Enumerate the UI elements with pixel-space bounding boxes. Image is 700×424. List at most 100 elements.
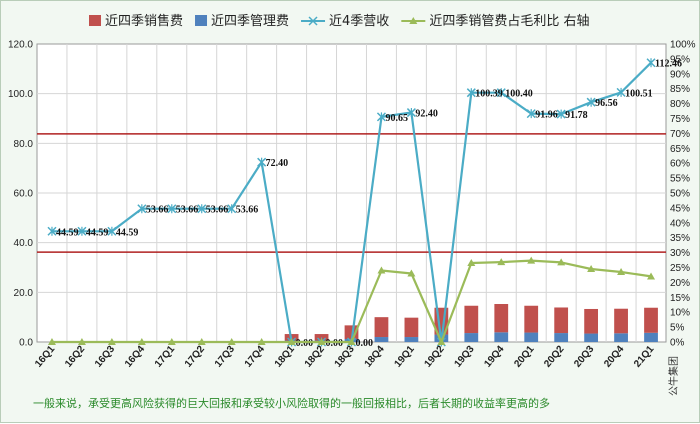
revenue-data-label: 44.59: [56, 227, 79, 238]
ratio-point: [77, 338, 86, 345]
revenue-data-label: 100.39: [475, 89, 503, 100]
revenue-data-label: 100.51: [625, 88, 653, 99]
y2-tick-label: 15%: [670, 293, 690, 304]
revenue-point: [646, 58, 656, 68]
ratio-point: [347, 338, 356, 345]
ratio-point: [197, 338, 206, 345]
ratio-point: [47, 338, 56, 345]
x-tick-label: 16Q3: [93, 344, 117, 370]
y-tick-label: 0.0: [19, 338, 33, 349]
x-tick-label: 19Q3: [452, 344, 476, 370]
ratio-point: [647, 272, 656, 280]
y2-tick-label: 100%: [670, 40, 696, 51]
y2-tick-label: 50%: [670, 189, 690, 200]
y2-tick-label: 55%: [670, 174, 690, 185]
revenue-point: [466, 88, 476, 98]
revenue-point: [47, 226, 57, 236]
x-tick-label: 20Q1: [512, 344, 536, 370]
revenue-point: [556, 109, 566, 119]
legend-item: 近四季管理费: [195, 14, 289, 29]
revenue-data-label: 91.78: [565, 110, 588, 121]
bar-admin-expense: [524, 332, 539, 342]
ratio-point: [227, 338, 236, 345]
y2-tick-label: 40%: [670, 218, 690, 229]
x-tick-label: 20Q4: [602, 344, 626, 370]
x-tick-label: 17Q1: [153, 344, 177, 370]
x-tick-label: 19Q2: [423, 344, 447, 370]
x-tick-label: 21Q1: [632, 344, 656, 370]
revenue-point: [526, 109, 536, 119]
ratio-point: [497, 258, 506, 266]
bar-sales-expense: [314, 334, 329, 341]
footnote: 一般来说，承受更高风险获得的巨大回报和承受较小风险取得的一般回报相比，后者长期的…: [33, 397, 550, 410]
ratio-point: [257, 338, 266, 345]
ratio-point: [617, 267, 626, 275]
x-tick-label: 17Q3: [213, 344, 237, 370]
revenue-point: [107, 226, 117, 236]
ratio-point: [467, 259, 476, 267]
legend-item: 近四季销售费: [89, 13, 183, 29]
bar-admin-expense: [404, 337, 419, 342]
bar-sales-expense: [404, 317, 419, 338]
ratio-point: [527, 256, 536, 264]
y2-tick-label: 5%: [670, 323, 685, 334]
x-tick-label: 17Q4: [243, 344, 267, 370]
revenue-data-label: 91.96: [535, 110, 558, 121]
revenue-data-label: 44.59: [116, 227, 139, 238]
watermark: 公牛集团: [667, 356, 680, 396]
revenue-point: [197, 204, 207, 214]
y2-tick-label: 45%: [670, 203, 690, 214]
bar-sales-expense: [584, 308, 599, 334]
revenue-point: [137, 204, 147, 214]
legend-label: 近4季营收: [329, 14, 389, 29]
y2-tick-label: 30%: [670, 248, 690, 259]
y-tick-label: 100.0: [8, 89, 33, 100]
x-tick-label: 19Q1: [393, 344, 417, 370]
bar-admin-expense: [464, 333, 479, 342]
legend-swatch: [89, 15, 101, 26]
y2-tick-label: 35%: [670, 233, 690, 244]
x-tick-label: 17Q2: [183, 344, 207, 370]
bar-sales-expense: [554, 307, 569, 334]
revenue-data-label: 90.65: [385, 113, 408, 124]
revenue-data-label: 53.66: [236, 205, 259, 216]
bar-admin-expense: [644, 332, 658, 342]
revenue-point: [496, 88, 506, 98]
revenue-data-label: 92.40: [415, 109, 438, 120]
bar-sales-expense: [614, 308, 628, 334]
bar-admin-expense: [554, 333, 569, 342]
x-tick-label: 20Q2: [542, 344, 566, 370]
y2-tick-label: 95%: [670, 54, 690, 65]
revenue-point: [167, 204, 177, 214]
ratio-point: [167, 338, 176, 345]
revenue-data-label: 72.40: [266, 158, 289, 169]
ratio-point: [407, 269, 416, 277]
x-tick-label: 16Q1: [33, 344, 57, 370]
legend-item: 近4季营收: [301, 14, 389, 29]
ratio-point: [317, 338, 326, 345]
legend-swatch: [195, 15, 208, 26]
bar-sales-expense: [374, 317, 389, 338]
ratio-point: [377, 266, 386, 274]
revenue-point: [77, 226, 87, 236]
y2-tick-label: 10%: [670, 308, 690, 319]
x-tick-label: 18Q1: [273, 344, 297, 370]
bar-admin-expense: [374, 337, 389, 342]
x-tick-label: 16Q2: [63, 344, 87, 370]
revenue-point: [586, 97, 596, 107]
x-tick-label: 16Q4: [123, 344, 147, 370]
revenue-data-label: 53.66: [176, 205, 199, 216]
revenue-point: [406, 108, 416, 118]
revenue-data-label: 0.00: [326, 338, 344, 349]
revenue-data-label: 53.66: [206, 205, 229, 216]
y2-tick-label: 75%: [670, 114, 690, 125]
ratio-point: [107, 338, 116, 345]
bar-sales-expense: [494, 304, 509, 333]
y2-tick-label: 25%: [670, 263, 690, 274]
revenue-data-label: 0.00: [296, 338, 314, 349]
bar-sales-expense: [524, 305, 539, 333]
legend-label: 近四季管理费: [211, 14, 289, 29]
revenue-point: [616, 87, 626, 97]
